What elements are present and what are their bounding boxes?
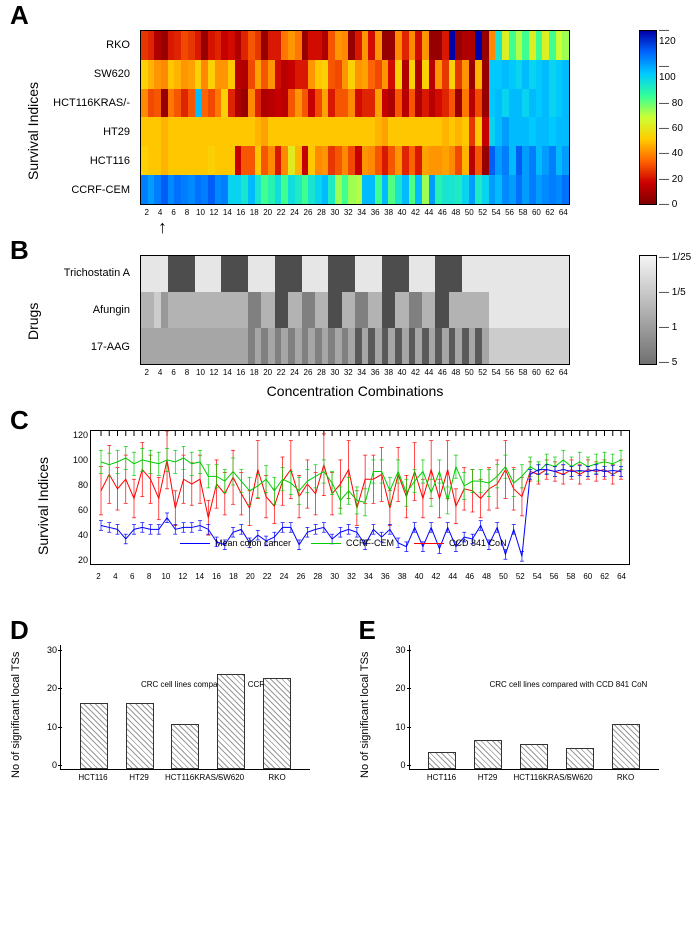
panel-c-yticks: 20406080100120 xyxy=(60,430,88,565)
bars-e xyxy=(410,645,659,769)
heatmap-a xyxy=(140,30,570,205)
panel-d-xticks: HCT116HT29HCT116KRAS/-SW620RKO xyxy=(60,773,310,782)
panel-e-letter: E xyxy=(359,615,376,646)
colorbar-a-ticks: — 120— 100— 80— 60— 40— 20— 0 xyxy=(659,25,687,210)
panel-b-xlabel: Concentration Combinations xyxy=(140,383,570,399)
barchart-e: CRC cell lines compared with CCD 841 CoN xyxy=(409,645,659,770)
panel-d-yticks: 0102030 xyxy=(35,645,57,770)
arrow-icon: ↑ xyxy=(158,218,167,236)
panel-b-letter: B xyxy=(10,235,29,266)
panel-a: A Survival Indices RKOSW620HCT116KRAS/-H… xyxy=(0,0,697,240)
panel-d-ylabel: No of significant local TSs xyxy=(10,650,22,780)
panels-de: D No of significant local TSs 0102030 CR… xyxy=(0,620,697,820)
panel-a-letter: A xyxy=(10,0,29,31)
panel-a-rowlabels: RKOSW620HCT116KRAS/-HT29HCT116CCRF-CEM xyxy=(35,30,135,205)
panel-c-letter: C xyxy=(10,405,29,436)
legend-c: Mean colon cancerCCRF-CEMCCD 841 CoN xyxy=(180,538,560,548)
panel-c: C Survival Indices 20406080100120 Mean c… xyxy=(0,410,697,620)
colorbar-b-ticks: — 1/25— 1/5— 1— 5 xyxy=(659,252,697,368)
panel-c-ylabel: Survival Indices xyxy=(35,445,51,555)
panel-d: D No of significant local TSs 0102030 CR… xyxy=(0,620,349,820)
bars-d xyxy=(61,645,310,769)
panel-a-xticks: 2468101214161820222426283032343638404244… xyxy=(140,208,570,217)
figure: A Survival Indices RKOSW620HCT116KRAS/-H… xyxy=(0,0,697,820)
panel-e-xticks: HCT116HT29HCT116KRAS/-SW620RKO xyxy=(409,773,659,782)
panel-e: E No of significant local TSs 0102030 CR… xyxy=(349,620,697,820)
panel-b-xticks: 2468101214161820222426283032343638404244… xyxy=(140,368,570,377)
barchart-d: CRC cell lines compared with CCRF-CEM xyxy=(60,645,310,770)
colorbar-b xyxy=(639,255,657,365)
panel-b: B Drugs Trichostatin AAfungin17-AAG — 1/… xyxy=(0,240,697,410)
panel-d-letter: D xyxy=(10,615,29,646)
heatmap-b xyxy=(140,255,570,365)
panel-e-yticks: 0102030 xyxy=(384,645,406,770)
colorbar-a xyxy=(639,30,657,205)
panel-e-ylabel: No of significant local TSs xyxy=(359,650,371,780)
panel-b-rowlabels: Trichostatin AAfungin17-AAG xyxy=(35,255,135,365)
panel-c-xticks: 2468101214161820222426283032343638404244… xyxy=(90,572,630,581)
